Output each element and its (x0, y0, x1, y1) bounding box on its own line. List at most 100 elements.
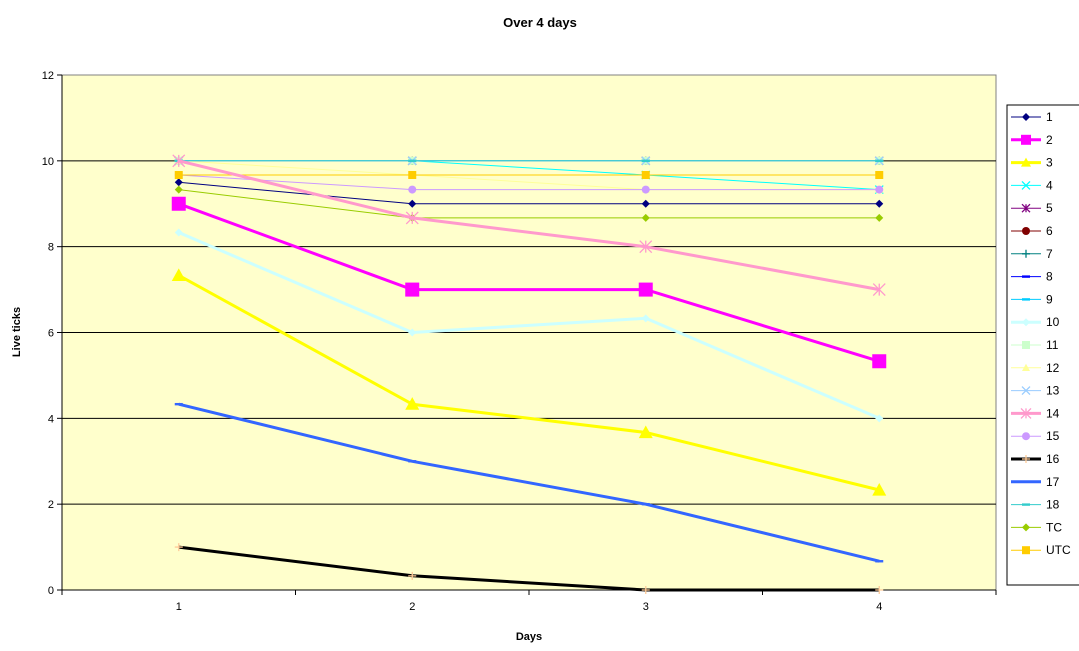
series-line (178, 174, 880, 191)
y-tick-label: 2 (48, 499, 54, 511)
legend-item: 1 (1011, 110, 1053, 124)
legend-item: 11 (1011, 338, 1059, 352)
data-point (641, 502, 650, 506)
series-3 (171, 268, 887, 496)
legend-marker (1022, 227, 1030, 235)
series-line (178, 181, 880, 205)
data-point (174, 185, 183, 194)
legend-label: 10 (1046, 315, 1060, 329)
data-point (405, 397, 420, 410)
legend-label: 8 (1046, 270, 1053, 284)
series-line (178, 274, 880, 492)
series-17 (174, 402, 884, 563)
data-point (174, 178, 183, 187)
series-line (178, 545, 880, 592)
data-point (174, 402, 183, 406)
legend-item: 5 (1011, 201, 1053, 215)
legend-item: 3 (1011, 156, 1053, 170)
x-tick-label: 4 (876, 601, 882, 613)
data-point (641, 586, 650, 594)
series-UTC (174, 170, 884, 179)
legend-marker (1022, 341, 1030, 349)
data-point (641, 159, 650, 163)
series-lines (171, 154, 887, 594)
legend-label: 2 (1046, 133, 1053, 147)
legend-item: 4 (1011, 178, 1053, 192)
data-point (875, 213, 884, 222)
x-axis-label: Days (516, 631, 542, 643)
legend-label: 5 (1046, 201, 1053, 215)
legend-label: 3 (1046, 156, 1053, 170)
series-line (178, 189, 880, 219)
legend-item: 18 (1011, 498, 1060, 512)
legend-item: 9 (1011, 292, 1053, 306)
legend-marker (1022, 546, 1030, 555)
series-1 (174, 178, 884, 208)
data-point (872, 354, 887, 369)
legend-item: UTC (1011, 543, 1071, 557)
legend-marker (1022, 363, 1030, 371)
legend-item: TC (1011, 520, 1062, 534)
data-point (408, 159, 417, 163)
data-point (174, 543, 183, 552)
legend-marker (1022, 432, 1030, 441)
legend-label: 7 (1046, 247, 1053, 261)
y-tick-label: 10 (42, 156, 54, 168)
series-line (178, 402, 880, 563)
data-point (405, 211, 419, 225)
legend-label: 18 (1046, 498, 1060, 512)
legend-marker (1021, 203, 1031, 213)
legend-label: 14 (1046, 406, 1060, 420)
data-point (875, 414, 884, 423)
legend-label: UTC (1046, 543, 1071, 557)
y-tick-label: 0 (48, 585, 54, 597)
data-point (408, 170, 417, 179)
data-point (408, 199, 417, 208)
data-point (872, 483, 887, 496)
series-2 (171, 196, 887, 369)
legend-label: 1 (1046, 110, 1053, 124)
data-point (408, 185, 417, 194)
chart-title: Over 4 days (503, 15, 577, 30)
data-point (641, 185, 650, 194)
data-point (875, 170, 884, 179)
series-line (178, 159, 880, 292)
legend-item: 13 (1011, 384, 1060, 398)
legend-label: 17 (1046, 475, 1060, 489)
legend-label: 15 (1046, 429, 1060, 443)
legend-label: 9 (1046, 292, 1053, 306)
data-point (172, 154, 186, 168)
legend-item: 17 (1011, 475, 1060, 489)
legend-marker (1021, 180, 1031, 190)
legend-item: 15 (1011, 429, 1060, 443)
x-tick-label: 3 (643, 601, 649, 613)
data-point (638, 425, 653, 439)
data-point (641, 170, 650, 179)
data-point (408, 571, 417, 580)
series-10 (174, 228, 884, 423)
legend-label: 11 (1046, 338, 1059, 352)
legend-item: 2 (1011, 133, 1053, 147)
legend-marker (1022, 480, 1030, 483)
data-point (174, 170, 183, 179)
data-point (875, 159, 884, 163)
series-14 (172, 154, 886, 297)
x-tick-label: 2 (409, 601, 415, 613)
data-point (174, 228, 183, 237)
y-tick-label: 4 (48, 413, 54, 425)
legend-marker (1022, 113, 1030, 121)
legend-marker (1022, 503, 1030, 506)
legend-item: 16 (1011, 452, 1060, 466)
data-point (875, 586, 884, 594)
data-point (875, 199, 884, 208)
legend-item: 7 (1011, 247, 1053, 261)
y-tick-label: 6 (48, 328, 54, 340)
legend-item: 10 (1011, 315, 1060, 329)
series-line (178, 231, 880, 420)
legend-item: 12 (1011, 361, 1060, 375)
legend-label: 4 (1046, 178, 1053, 192)
legend-marker (1022, 298, 1030, 301)
legend-marker (1021, 386, 1031, 396)
